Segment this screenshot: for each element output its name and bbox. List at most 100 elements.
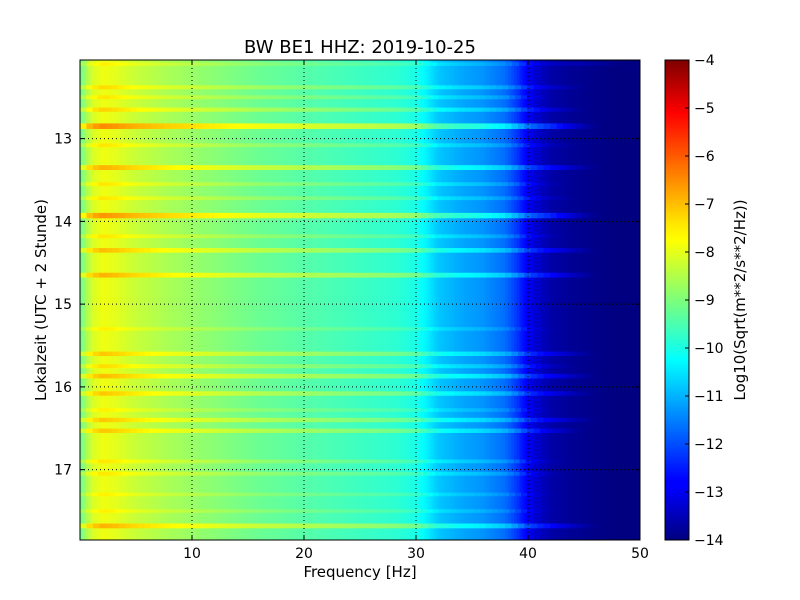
spectrum-column (270, 60, 274, 540)
spectrum-column (242, 60, 246, 540)
spectrum-column (606, 60, 610, 540)
disturbance-band (80, 364, 574, 369)
spectrum-column (292, 60, 297, 540)
y-tick-label: 17 (54, 463, 72, 479)
spectrum-column (438, 60, 442, 540)
spectrum-column (441, 60, 445, 540)
spectrum-column (259, 60, 263, 540)
spectrum-column (329, 60, 333, 540)
spectrum-column (337, 60, 341, 540)
spectrum-column (306, 60, 311, 540)
disturbance-band (80, 234, 563, 239)
spectrum-column (248, 60, 252, 540)
y-tick-label: 15 (54, 297, 72, 313)
spectrum-column (113, 60, 117, 540)
disturbance-band (80, 107, 585, 112)
spectrum-column (469, 60, 473, 540)
spectrum-column (203, 60, 207, 540)
disturbance-band (80, 165, 596, 170)
spectrum-column (637, 60, 640, 540)
spectrum-column (169, 60, 173, 540)
spectrum-column (96, 60, 101, 540)
spectrum-column (295, 60, 299, 540)
y-axis-label: Lokalzeit (UTC + 2 Stunde) (32, 199, 50, 401)
spectrum-column (567, 60, 571, 540)
spectrum-column (626, 60, 630, 540)
spectrum-column (217, 60, 221, 540)
spectrum-column (200, 60, 204, 540)
disturbance-band (80, 327, 551, 331)
spectrum-column (340, 60, 344, 540)
spectrum-column (267, 60, 271, 540)
spectrum-column (575, 60, 579, 540)
spectrum-column (318, 60, 322, 540)
y-tick-label: 14 (54, 214, 72, 230)
x-tick-label: 30 (407, 546, 425, 562)
spectrum-column (536, 60, 540, 540)
y-tick-label: 13 (54, 132, 72, 148)
spectrum-column (519, 60, 523, 540)
spectrum-column (404, 60, 409, 540)
x-axis-label: Frequency [Hz] (303, 563, 416, 581)
spectrum-column (427, 60, 431, 540)
spectrum-column (108, 60, 112, 540)
spectrum-column (614, 60, 619, 540)
spectrogram-area (80, 60, 640, 540)
spectrum-column (147, 60, 151, 540)
spectrum-column (94, 60, 98, 540)
disturbance-band (80, 123, 596, 130)
spectrum-column (452, 60, 456, 540)
spectrum-column (225, 60, 229, 540)
spectrum-column (208, 60, 213, 540)
spectrum-column (421, 60, 425, 540)
spectrum-column (122, 60, 126, 540)
spectrum-column (189, 60, 193, 540)
spectrum-column (578, 60, 582, 540)
spectrum-column (175, 60, 179, 540)
spectrum-column (276, 60, 280, 540)
spectrum-column (334, 60, 339, 540)
colorbar-tick-label: −5 (694, 101, 715, 117)
spectrum-column (446, 60, 451, 540)
spectrum-column (550, 60, 554, 540)
disturbance-band (80, 351, 596, 356)
spectrum-column (133, 60, 137, 540)
spectrum-column (416, 60, 420, 540)
colorbar-tick-label: −8 (694, 245, 715, 261)
spectrum-column (556, 60, 560, 540)
colorbar-tick-label: −11 (694, 389, 724, 405)
spectrum-column (222, 60, 227, 540)
spectrum-column (206, 60, 210, 540)
spectrum-column (124, 60, 129, 540)
spectrum-column (623, 60, 627, 540)
disturbance-band (80, 373, 596, 379)
disturbance-band (80, 459, 563, 464)
spectrum-column (211, 60, 215, 540)
spectrum-column (634, 60, 638, 540)
spectrum-column (197, 60, 201, 540)
y-axis-ticks: 13 14 15 16 17 (54, 132, 640, 479)
spectrum-column (539, 60, 543, 540)
disturbance-band (80, 471, 563, 476)
chart-title: BW BE1 HHZ: 2019-10-25 (244, 37, 476, 58)
spectrum-column (119, 60, 123, 540)
spectrum-column (262, 60, 266, 540)
spectrum-column (424, 60, 428, 540)
disturbance-band (80, 248, 596, 253)
spectrum-columns (80, 60, 640, 540)
spectrum-column (547, 60, 551, 540)
spectrum-column (472, 60, 476, 540)
x-tick-label: 50 (631, 546, 649, 562)
spectrum-column (239, 60, 243, 540)
spectrum-column (141, 60, 145, 540)
spectrum-column (525, 60, 529, 540)
spectrum-column (102, 60, 106, 540)
spectrum-column (600, 60, 605, 540)
spectrum-column (558, 60, 563, 540)
spectrum-column (99, 60, 103, 540)
spectrum-column (362, 60, 367, 540)
spectrum-column (326, 60, 330, 540)
spectrum-column (312, 60, 316, 540)
spectrum-column (253, 60, 257, 540)
spectrum-column (273, 60, 277, 540)
